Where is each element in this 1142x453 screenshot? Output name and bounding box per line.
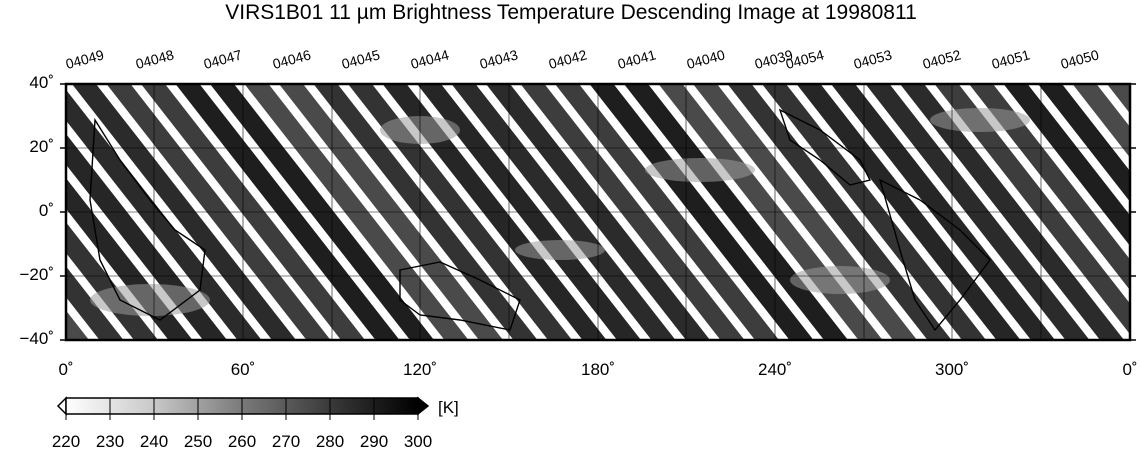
cloud-patch [645, 158, 755, 182]
orbit-swath [66, 178, 193, 340]
lat-tick-label: −20˚ [19, 265, 55, 284]
cloud-patch [790, 266, 890, 294]
orbit-swath [1038, 84, 1130, 202]
cloud-patch [515, 240, 605, 260]
lat-lon-grid [66, 84, 1130, 340]
lat-tick-label: 0˚ [38, 201, 54, 220]
map-title: VIRS1B01 11 µm Brightness Temperature De… [225, 1, 917, 24]
colorbar-tick-label: 220 [51, 432, 81, 451]
colorbar [56, 396, 430, 420]
orbit-swath [1072, 84, 1130, 158]
lon-tick-label: 60˚ [230, 360, 256, 379]
lat-tick-label: 20˚ [29, 137, 54, 156]
cloud-patch [930, 108, 1030, 132]
lon-tick-label: 300˚ [934, 360, 970, 379]
lat-tick-label: 40˚ [29, 73, 54, 92]
colorbar-low-arrow [56, 396, 67, 416]
lon-tick-label: 120˚ [402, 360, 438, 379]
colorbar-high-arrow [417, 396, 430, 416]
colorbar-tick-label: 290 [359, 432, 389, 451]
colorbar-tick-label: 300 [403, 432, 433, 451]
orbit-swath [1003, 84, 1130, 246]
lat-tick-label: −40˚ [19, 329, 55, 348]
colorbar-tick-label: 260 [227, 432, 257, 451]
lon-tick-label: 240˚ [757, 360, 793, 379]
orbit-swath [934, 84, 1130, 335]
coastlines [89, 108, 991, 332]
colorbar-tick-label: 240 [139, 432, 169, 451]
orbit-swath [66, 310, 89, 340]
colorbar-tick-label: 280 [315, 432, 345, 451]
colorbar-tick-label: 230 [95, 432, 125, 451]
orbit-swath [1107, 84, 1130, 114]
lon-tick-label: 180˚ [580, 360, 616, 379]
colorbar-tick-label: 270 [271, 432, 301, 451]
orbit-swath [969, 84, 1130, 291]
colorbar-unit: [K] [438, 398, 459, 417]
lon-tick-label: 0˚ [58, 360, 74, 379]
axis-ticks [60, 83, 1136, 341]
colorbar-tick-label: 250 [183, 432, 213, 451]
cloud-patch [90, 284, 210, 316]
lon-tick-label: 0˚ [1122, 360, 1138, 379]
